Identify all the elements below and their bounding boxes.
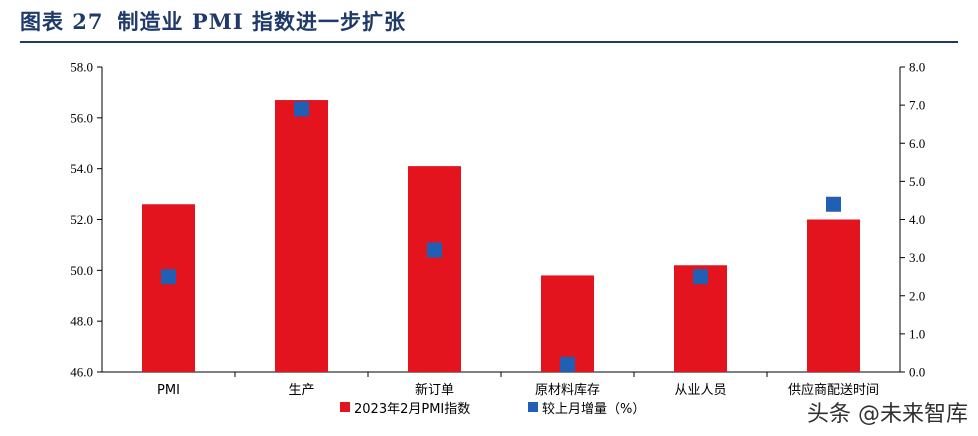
watermark: 头条 @未来智库 bbox=[807, 402, 968, 427]
category-label: 新订单 bbox=[415, 382, 454, 398]
bar-1 bbox=[275, 100, 328, 373]
left-tick-label: 52.0 bbox=[70, 212, 93, 227]
category-label: 原材料库存 bbox=[535, 382, 600, 398]
category-label: 从业人员 bbox=[674, 383, 726, 398]
left-tick-label: 54.0 bbox=[70, 161, 93, 176]
legend-marker-swatch bbox=[528, 402, 538, 412]
legend-marker-label: 较上月增量（%） bbox=[542, 402, 645, 417]
bar-5 bbox=[807, 219, 860, 372]
right-tick-label: 3.0 bbox=[909, 250, 925, 265]
legend-bar-label: 2023年2月PMI指数 bbox=[354, 402, 470, 417]
legend-bar-swatch bbox=[340, 402, 350, 412]
right-tick-label: 6.0 bbox=[909, 136, 925, 151]
left-tick-label: 58.0 bbox=[70, 60, 93, 75]
right-tick-label: 5.0 bbox=[909, 174, 925, 189]
bar-3 bbox=[541, 275, 594, 372]
bar-0 bbox=[142, 204, 195, 372]
title-divider bbox=[20, 41, 958, 43]
marker-1 bbox=[294, 101, 309, 117]
left-tick-label: 50.0 bbox=[70, 263, 93, 278]
marker-0 bbox=[161, 269, 176, 285]
right-tick-label: 7.0 bbox=[909, 98, 925, 113]
figure-number: 图表 27 bbox=[20, 9, 104, 34]
right-tick-label: 2.0 bbox=[909, 288, 925, 303]
right-tick-label: 1.0 bbox=[909, 326, 925, 341]
marker-3 bbox=[560, 356, 575, 372]
figure-title-text: 制造业 PMI 指数进一步扩张 bbox=[117, 9, 407, 34]
right-tick-label: 4.0 bbox=[909, 212, 925, 227]
left-tick-label: 46.0 bbox=[70, 365, 93, 380]
marker-2 bbox=[427, 242, 442, 258]
figure-title: 图表 27 制造业 PMI 指数进一步扩张 bbox=[20, 6, 420, 36]
marker-5 bbox=[826, 196, 841, 212]
left-tick-label: 56.0 bbox=[70, 110, 93, 125]
category-label: 供应商配送时间 bbox=[788, 382, 879, 398]
right-tick-label: 8.0 bbox=[909, 60, 925, 75]
bar-2 bbox=[408, 166, 461, 372]
marker-4 bbox=[693, 269, 708, 285]
category-label: PMI bbox=[157, 383, 180, 398]
category-label: 生产 bbox=[288, 383, 314, 398]
right-tick-label: 0.0 bbox=[909, 365, 925, 380]
left-tick-label: 48.0 bbox=[70, 314, 93, 329]
